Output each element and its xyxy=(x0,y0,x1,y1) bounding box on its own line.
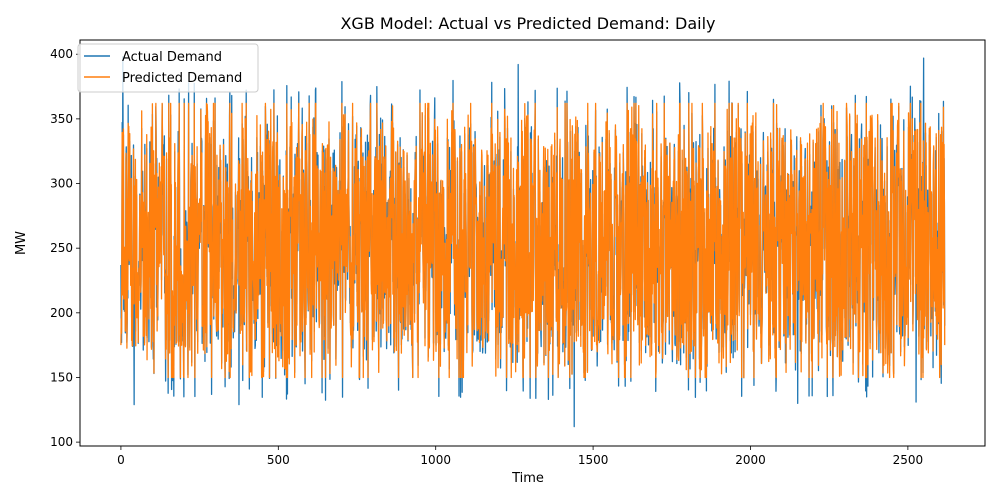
x-tick-label: 500 xyxy=(267,453,290,467)
legend: Actual Demand Predicted Demand xyxy=(77,43,259,93)
x-tick-label: 1000 xyxy=(420,453,451,467)
x-tick-label: 2500 xyxy=(893,453,924,467)
legend-label-predicted-demand: Predicted Demand xyxy=(122,71,242,86)
y-axis: 100 150 200 250 300 350 400 xyxy=(50,47,80,449)
series-layer xyxy=(120,56,946,428)
x-tick-label: 2000 xyxy=(735,453,766,467)
y-tick-label: 200 xyxy=(50,306,73,320)
y-tick-label: 150 xyxy=(50,370,73,384)
plot-area-frame xyxy=(79,39,986,447)
y-tick-label: 400 xyxy=(50,47,73,61)
legend-box xyxy=(77,43,259,93)
x-tick-label: 0 xyxy=(117,453,125,467)
x-tick-label: 1500 xyxy=(578,453,609,467)
chart-title: XGB Model: Actual vs Predicted Demand: D… xyxy=(340,14,715,33)
legend-label-actual-demand: Actual Demand xyxy=(122,50,222,65)
y-tick-label: 100 xyxy=(50,435,73,449)
y-axis-label: MW xyxy=(14,231,29,255)
x-axis-label: Time xyxy=(511,471,544,486)
x-axis: 0 500 1000 1500 2000 2500 xyxy=(117,446,923,467)
y-tick-label: 350 xyxy=(50,112,73,126)
y-tick-label: 250 xyxy=(50,241,73,255)
series-line-predicted-demand xyxy=(120,102,946,379)
y-tick-label: 300 xyxy=(50,177,73,191)
